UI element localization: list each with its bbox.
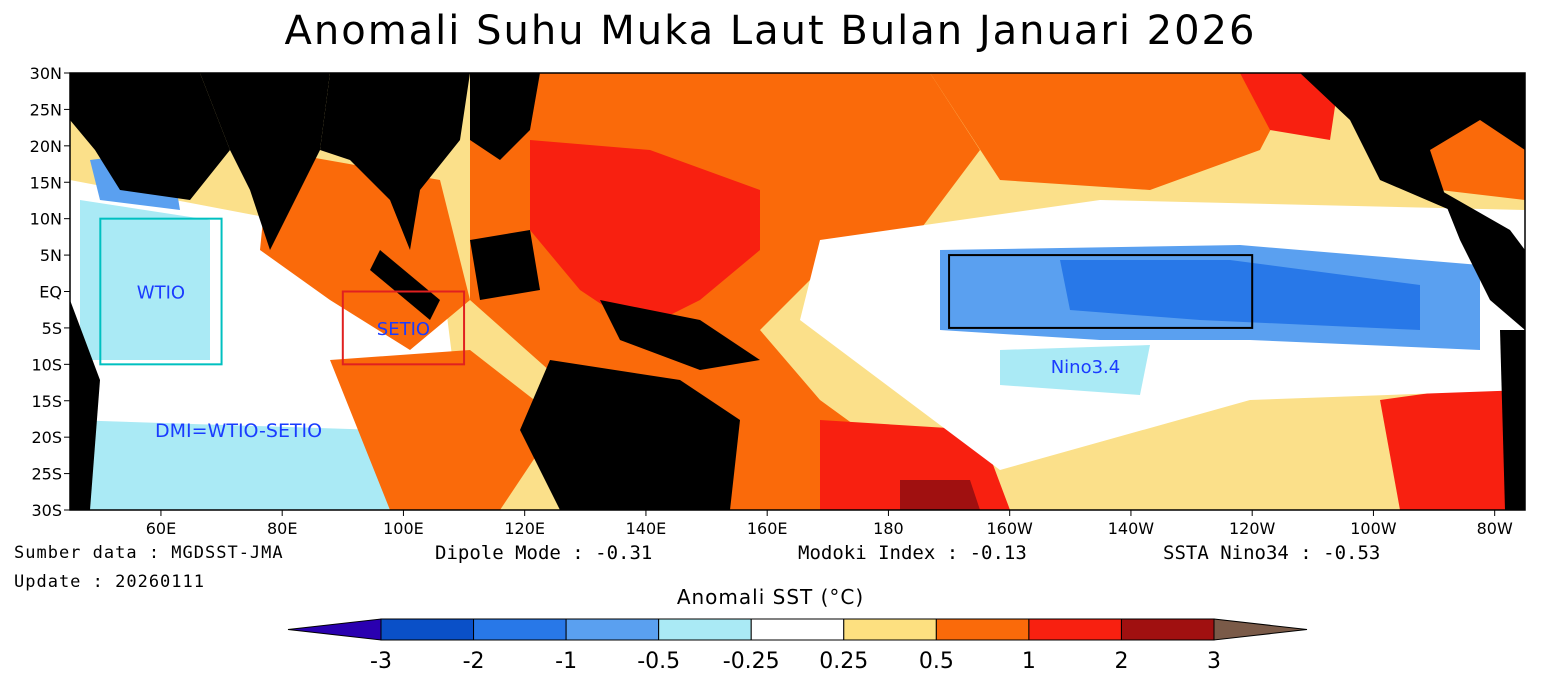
colorbar-segment [565, 618, 660, 641]
land-sumatra [370, 250, 440, 320]
colorbar-high-arrow [1213, 618, 1308, 641]
lat-label: 25S [31, 465, 62, 484]
colorbar-segment [1120, 618, 1215, 641]
lat-label: 5S [42, 319, 62, 338]
data-source: Sumber data : MGDSST-JMA [14, 543, 284, 563]
colorbar-tick-label: 1 [1022, 649, 1036, 674]
lat-label: 20N [30, 137, 62, 156]
colorbar-title: Anomali SST (°C) [676, 585, 865, 609]
very-hot-patch [900, 480, 980, 510]
hot-northeast-pacific [1240, 73, 1340, 140]
land-central-america [1440, 190, 1525, 330]
anomaly-field [70, 73, 1525, 510]
colorbar-tick-label: -2 [463, 649, 485, 674]
update-date: Update : 20260111 [14, 572, 205, 592]
region-box-wtio [99, 217, 223, 366]
colorbar-low-arrow [287, 618, 382, 641]
lon-label: 180 [873, 519, 904, 538]
land-new-guinea [600, 300, 760, 370]
colorbar-segment [750, 618, 845, 641]
colorbar-tick-label: -1 [555, 649, 577, 674]
lat-label: 10N [30, 210, 62, 229]
land-arabia-africa [70, 73, 230, 200]
colorbar-tick-label: 3 [1207, 649, 1221, 674]
lon-label: 140W [1108, 519, 1155, 538]
lon-label: 140E [626, 519, 667, 538]
cool-fringe [1000, 345, 1150, 395]
colorbar-tick-label: 0.25 [819, 649, 868, 674]
lat-label: 15S [31, 392, 62, 411]
lon-label: 160W [987, 519, 1034, 538]
lon-label: 160E [747, 519, 788, 538]
lat-label: 25N [30, 100, 62, 119]
index-regions: WTIO SETIO Nino3.4 [99, 217, 1254, 378]
lat-label: 15N [30, 173, 62, 192]
region-label: WTIO [137, 283, 185, 304]
colorbar-segment [843, 618, 937, 641]
colorbar-tick-label: -3 [370, 649, 392, 674]
colorbar-tick-label: 0.5 [919, 649, 954, 674]
colorbar-segment [1028, 618, 1122, 641]
modoki-index: Modoki Index : -0.13 [798, 542, 1027, 564]
lon-label: 60E [146, 519, 176, 538]
land-africa-east [70, 300, 100, 510]
page-title: Anomali Suhu Muka Laut Bulan Januari 202… [284, 8, 1257, 54]
hot-core-west-pacific [530, 140, 760, 330]
lon-label: 100W [1350, 519, 1397, 538]
lon-label: 100E [383, 519, 424, 538]
indian-ocean-cool [80, 200, 210, 360]
warm-southeast-pacific [1380, 380, 1525, 510]
region-box-setio [341, 290, 466, 366]
region-label: Nino3.4 [1051, 357, 1121, 378]
warm-north-pacific [930, 73, 1300, 190]
indian-ocean-warm-south [330, 350, 560, 510]
indian-ocean-south-cool [70, 420, 400, 510]
cool-tongue-core [1060, 260, 1420, 330]
colorbar-tick-label: -0.5 [637, 649, 680, 674]
lat-label: 30N [30, 64, 62, 83]
dipole-mode-index: Dipole Mode : -0.31 [435, 542, 653, 564]
colorbar-segment [658, 618, 752, 641]
land-south-america [1500, 330, 1525, 510]
lat-label: 20S [31, 428, 62, 447]
land-australia [520, 360, 740, 510]
colorbar-tick-label: 2 [1114, 649, 1128, 674]
region-box-nino34 [948, 254, 1254, 329]
lon-label: 120E [504, 519, 545, 538]
lon-label: 80W [1477, 519, 1513, 538]
longitude-axis: 60E 80E 100E 120E 140E 160E 180 160W 140W 120W 100… [146, 510, 1513, 538]
dmi-annotation: DMI=WTIO-SETIO [155, 420, 322, 442]
lon-label: 80E [267, 519, 297, 538]
colorbar-segment [380, 618, 475, 641]
land-southeast-asia [320, 73, 470, 250]
colorbar-segment [935, 618, 1030, 641]
lat-label: 10S [31, 355, 62, 374]
colorbar-segment [473, 618, 567, 641]
nino34-anomaly: SSTA Nino34 : -0.53 [1163, 542, 1381, 564]
colorbar-tick-label: -0.25 [723, 649, 780, 674]
region-label: SETIO [377, 319, 430, 340]
lat-label: 5N [40, 246, 62, 265]
land-borneo [470, 230, 540, 300]
land [70, 73, 1525, 510]
latitude-axis: 30N 25N 20N 15N 10N 5N EQ 5S 10S 15S 20S 25S 30S [30, 64, 70, 520]
lat-label: 30S [31, 501, 62, 520]
land-north-america [1300, 73, 1525, 210]
land-east-asia [470, 73, 540, 160]
lat-label: EQ [39, 283, 62, 302]
land-india [200, 73, 330, 250]
lon-label: 120W [1229, 519, 1276, 538]
map-area [69, 72, 1526, 511]
